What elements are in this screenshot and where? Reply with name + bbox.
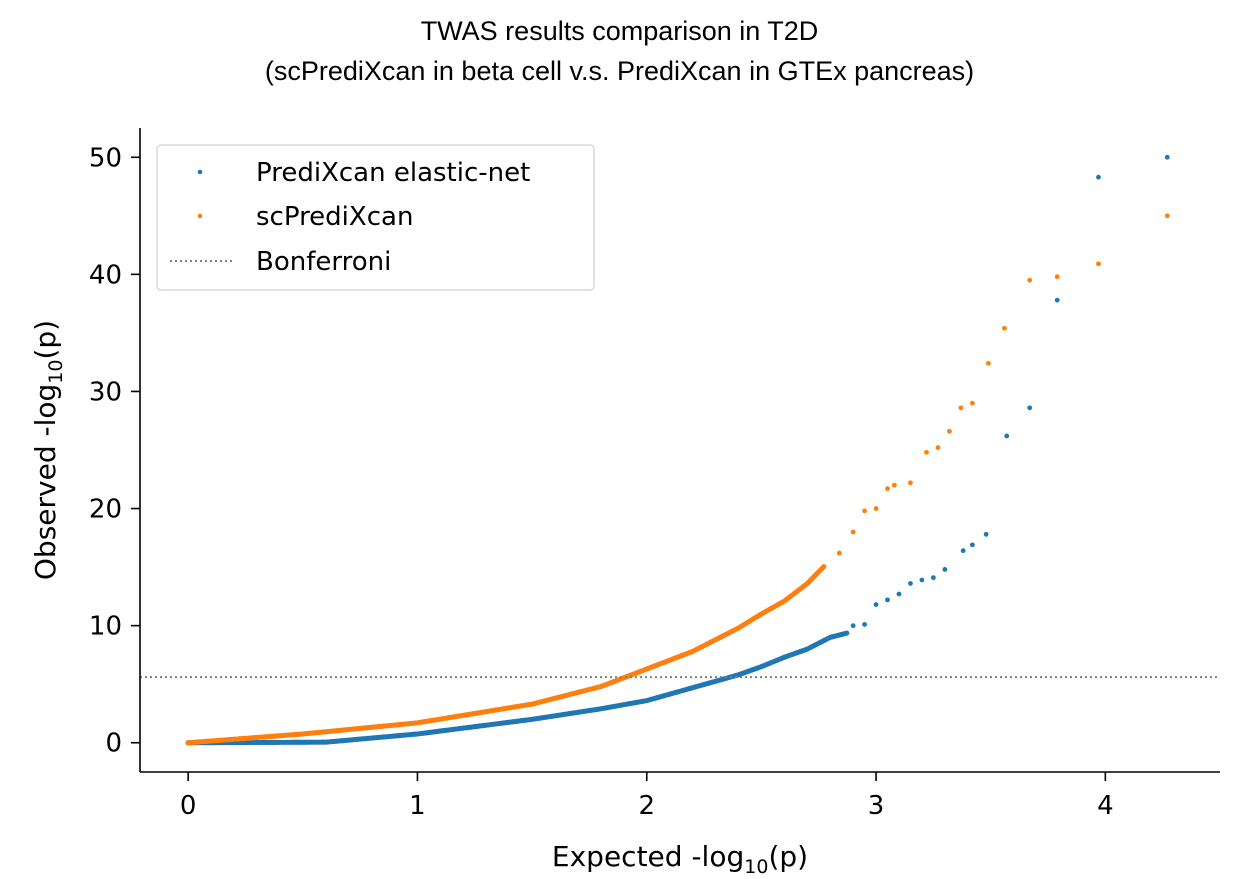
data-point xyxy=(986,360,991,366)
data-point xyxy=(1096,174,1101,180)
data-point xyxy=(821,564,827,570)
chart-subtitle: (scPrediXcan in beta cell v.s. PrediXcan… xyxy=(264,56,975,86)
data-point xyxy=(873,602,879,607)
data-point xyxy=(1164,154,1170,160)
data-point xyxy=(896,591,902,597)
data-point xyxy=(1054,274,1060,280)
data-point xyxy=(935,445,941,451)
data-point xyxy=(1096,261,1101,267)
data-point xyxy=(1027,405,1033,411)
x-tick-label: 0 xyxy=(180,791,197,821)
data-point xyxy=(836,550,842,556)
chart-title: TWAS results comparison in T2D xyxy=(420,16,819,46)
data-point xyxy=(862,508,867,514)
data-point xyxy=(850,529,856,535)
data-point xyxy=(850,623,856,629)
data-point xyxy=(885,486,890,492)
data-point xyxy=(1004,433,1010,439)
data-point xyxy=(1002,325,1007,331)
x-ticks: 0 1 2 3 4 xyxy=(180,772,1114,821)
data-point xyxy=(958,405,964,411)
y-axis-label: Observed -log10(p) xyxy=(29,320,67,580)
data-point xyxy=(891,482,897,488)
data-point xyxy=(924,449,929,455)
data-point xyxy=(930,575,936,581)
y-tick-label: 0 xyxy=(105,729,122,759)
data-point xyxy=(1054,297,1060,303)
data-point xyxy=(960,548,966,554)
data-point xyxy=(919,577,925,583)
series-1 xyxy=(185,213,1170,746)
y-tick-label: 30 xyxy=(89,377,122,407)
data-point xyxy=(969,400,975,406)
x-tick-label: 3 xyxy=(868,791,885,821)
y-tick-label: 50 xyxy=(89,143,122,173)
data-point xyxy=(873,506,879,511)
data-point xyxy=(942,567,948,572)
legend-label-predixcan: PrediXcan elastic-net xyxy=(256,158,530,188)
y-tick-label: 20 xyxy=(89,495,122,525)
legend-marker-scpredixcan xyxy=(197,213,203,219)
data-point xyxy=(1164,213,1170,219)
x-tick-label: 1 xyxy=(409,791,426,821)
data-point xyxy=(885,597,890,603)
series-layer xyxy=(185,154,1170,746)
data-point xyxy=(969,542,975,548)
legend-marker-predixcan xyxy=(197,169,203,175)
x-axis-label: Expected -log10(p) xyxy=(552,840,808,878)
data-point xyxy=(844,630,850,636)
y-ticks: 0 10 20 30 40 50 xyxy=(89,143,140,759)
legend-label-bonferroni: Bonferroni xyxy=(256,247,391,277)
y-tick-label: 10 xyxy=(89,612,122,642)
x-tick-label: 2 xyxy=(638,791,655,821)
data-point xyxy=(1027,277,1033,283)
data-point xyxy=(908,480,913,486)
data-point xyxy=(908,581,913,586)
y-tick-label: 40 xyxy=(89,260,122,290)
data-point xyxy=(862,622,867,627)
legend: PrediXcan elastic-net scPrediXcan Bonfer… xyxy=(156,144,595,291)
legend-label-scpredixcan: scPrediXcan xyxy=(256,202,413,232)
x-tick-label: 4 xyxy=(1097,791,1114,821)
data-point xyxy=(947,428,952,434)
legend-box xyxy=(156,144,595,291)
data-point xyxy=(983,531,989,537)
